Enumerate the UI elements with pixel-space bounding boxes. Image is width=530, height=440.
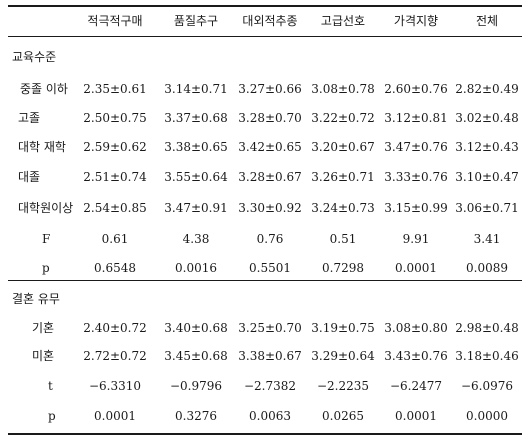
row-label: 대학 재학 bbox=[18, 140, 66, 154]
table-cell: 3.22±0.72 bbox=[311, 111, 375, 125]
table-cell: 3.41 bbox=[473, 232, 501, 246]
table-cell: 2.60±0.76 bbox=[384, 82, 448, 96]
table-cell: −6.3310 bbox=[88, 379, 142, 393]
table-cell: 0.61 bbox=[101, 232, 129, 246]
table-cell: 2.82±0.49 bbox=[455, 82, 519, 96]
row-label: 대학원이상 bbox=[18, 201, 74, 215]
table-cell: 3.20±0.67 bbox=[311, 140, 375, 154]
table-cell: 3.38±0.67 bbox=[238, 349, 302, 363]
table-cell: 3.15±0.99 bbox=[384, 201, 448, 215]
table-cell: 3.40±0.68 bbox=[164, 321, 228, 335]
table-cell: 3.24±0.73 bbox=[311, 201, 375, 215]
table-cell: 3.28±0.67 bbox=[238, 170, 302, 184]
header-col-5: 가격지향 bbox=[393, 14, 439, 28]
table-cell: 3.10±0.47 bbox=[455, 170, 519, 184]
table-cell: 3.29±0.64 bbox=[311, 349, 375, 363]
header-col-3: 대외적추종 bbox=[242, 14, 298, 28]
table-cell: 0.6548 bbox=[94, 261, 136, 275]
table-cell: 2.98±0.48 bbox=[455, 321, 519, 335]
table-cell: 9.91 bbox=[402, 232, 430, 246]
table-cell: −2.2235 bbox=[316, 379, 370, 393]
table-cell: 2.72±0.72 bbox=[83, 349, 147, 363]
table-cell: 3.55±0.64 bbox=[164, 170, 228, 184]
header-rule bbox=[8, 36, 522, 37]
table-cell: 3.38±0.65 bbox=[164, 140, 228, 154]
table-cell: 4.38 bbox=[182, 232, 210, 246]
row-label: 대졸 bbox=[18, 170, 41, 184]
table-cell: 0.0016 bbox=[175, 261, 217, 275]
table-cell: −6.0976 bbox=[460, 379, 514, 393]
table-cell: 0.3276 bbox=[175, 409, 217, 423]
row-label: 미혼 bbox=[32, 349, 55, 363]
table-cell: 3.12±0.43 bbox=[455, 140, 519, 154]
table-cell: 3.02±0.48 bbox=[455, 111, 519, 125]
header-col-2: 품질추구 bbox=[173, 14, 219, 28]
table-cell: −2.7382 bbox=[243, 379, 297, 393]
row-label: t bbox=[48, 379, 53, 393]
table-cell: 3.33±0.76 bbox=[384, 170, 448, 184]
table-cell: 3.37±0.68 bbox=[164, 111, 228, 125]
section-title-marital: 결혼 유무 bbox=[12, 292, 60, 306]
table-cell: 0.5501 bbox=[249, 261, 291, 275]
table-cell: 0.0001 bbox=[395, 409, 437, 423]
row-label: 중졸 이하 bbox=[20, 82, 68, 96]
row-label: p bbox=[48, 409, 56, 423]
table-cell: 3.08±0.78 bbox=[311, 82, 375, 96]
table-cell: 3.47±0.76 bbox=[384, 140, 448, 154]
table-cell: 0.76 bbox=[256, 232, 284, 246]
table-cell: 3.42±0.65 bbox=[238, 140, 302, 154]
table-cell: 0.0000 bbox=[466, 409, 508, 423]
table-cell: −6.2477 bbox=[389, 379, 443, 393]
row-label: 고졸 bbox=[18, 111, 41, 125]
table-cell: 3.28±0.70 bbox=[238, 111, 302, 125]
table-cell: 2.50±0.75 bbox=[83, 111, 147, 125]
table-cell: 3.18±0.46 bbox=[455, 349, 519, 363]
row-label: 기혼 bbox=[32, 321, 55, 335]
table-cell: 0.7298 bbox=[322, 261, 364, 275]
table-cell: 3.43±0.76 bbox=[384, 349, 448, 363]
table-cell: 3.06±0.71 bbox=[455, 201, 519, 215]
header-col-6: 전체 bbox=[475, 14, 499, 28]
table-cell: 0.51 bbox=[329, 232, 357, 246]
table-cell: 3.26±0.71 bbox=[311, 170, 375, 184]
section-title-education: 교육수준 bbox=[12, 50, 57, 64]
table-cell: 0.0265 bbox=[322, 409, 364, 423]
table-cell: 3.30±0.92 bbox=[238, 201, 302, 215]
table-cell: 2.59±0.62 bbox=[83, 140, 147, 154]
table-cell: 3.47±0.91 bbox=[164, 201, 228, 215]
header-col-4: 고급선호 bbox=[320, 14, 366, 28]
table-cell: 3.14±0.71 bbox=[164, 82, 228, 96]
table-cell: −0.9796 bbox=[169, 379, 223, 393]
table-cell: 3.25±0.70 bbox=[238, 321, 302, 335]
table-cell: 3.12±0.81 bbox=[384, 111, 448, 125]
table-cell: 0.0089 bbox=[466, 261, 508, 275]
top-rule bbox=[8, 5, 522, 7]
bottom-rule bbox=[8, 433, 522, 435]
section-divider-rule bbox=[8, 280, 522, 281]
row-label: p bbox=[42, 261, 50, 275]
table-cell: 0.0001 bbox=[395, 261, 437, 275]
table-cell: 0.0001 bbox=[94, 409, 136, 423]
table-cell: 0.0063 bbox=[249, 409, 291, 423]
table-cell: 2.54±0.85 bbox=[83, 201, 147, 215]
table-cell: 2.35±0.61 bbox=[83, 82, 147, 96]
table-cell: 3.19±0.75 bbox=[311, 321, 375, 335]
table-cell: 3.45±0.68 bbox=[164, 349, 228, 363]
table-cell: 3.27±0.66 bbox=[238, 82, 302, 96]
table-cell: 2.40±0.72 bbox=[83, 321, 147, 335]
table-cell: 2.51±0.74 bbox=[83, 170, 147, 184]
table-cell: 3.08±0.80 bbox=[384, 321, 448, 335]
header-col-1: 적극적구매 bbox=[87, 14, 143, 28]
row-label: F bbox=[42, 232, 51, 246]
